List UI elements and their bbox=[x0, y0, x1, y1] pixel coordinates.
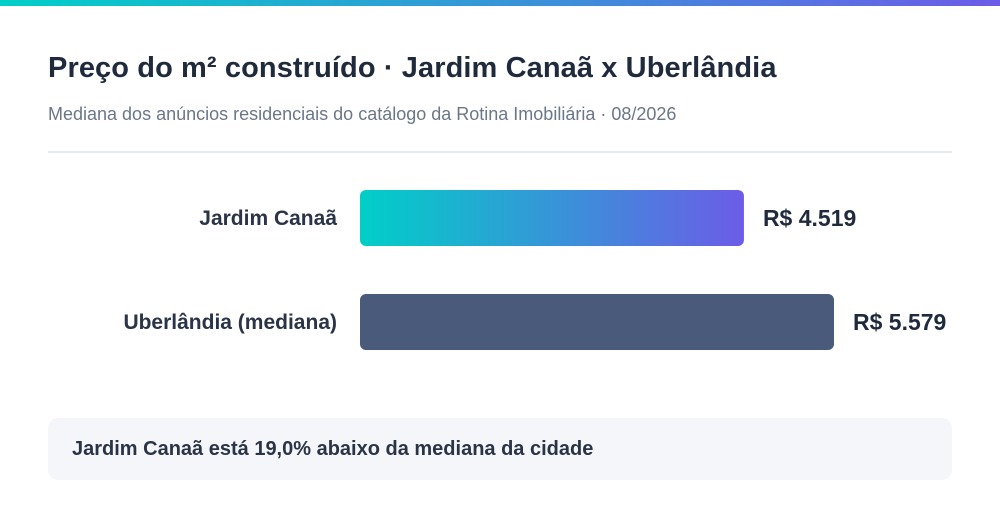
value-label: R$ 4.519 bbox=[763, 205, 856, 231]
chart-subtitle: Mediana dos anúncios residenciais do cat… bbox=[48, 104, 677, 124]
bar bbox=[360, 190, 744, 246]
value-label: R$ 5.579 bbox=[853, 309, 946, 335]
bar bbox=[360, 294, 834, 350]
top-accent-bar bbox=[0, 0, 1000, 6]
category-label: Jardim Canaã bbox=[199, 207, 337, 230]
comparison-note-text: Jardim Canaã está 19,0% abaixo da median… bbox=[72, 437, 594, 460]
bars-layer: Jardim Canaã R$ 4.519 Uberlândia (mediana)… bbox=[123, 190, 946, 350]
comparison-note: Jardim Canaã está 19,0% abaixo da median… bbox=[48, 418, 952, 480]
category-label: Uberlândia (mediana) bbox=[123, 311, 337, 334]
header-divider bbox=[48, 151, 952, 153]
chart-title: Preço do m² construído · Jardim Canaã x … bbox=[48, 52, 777, 84]
